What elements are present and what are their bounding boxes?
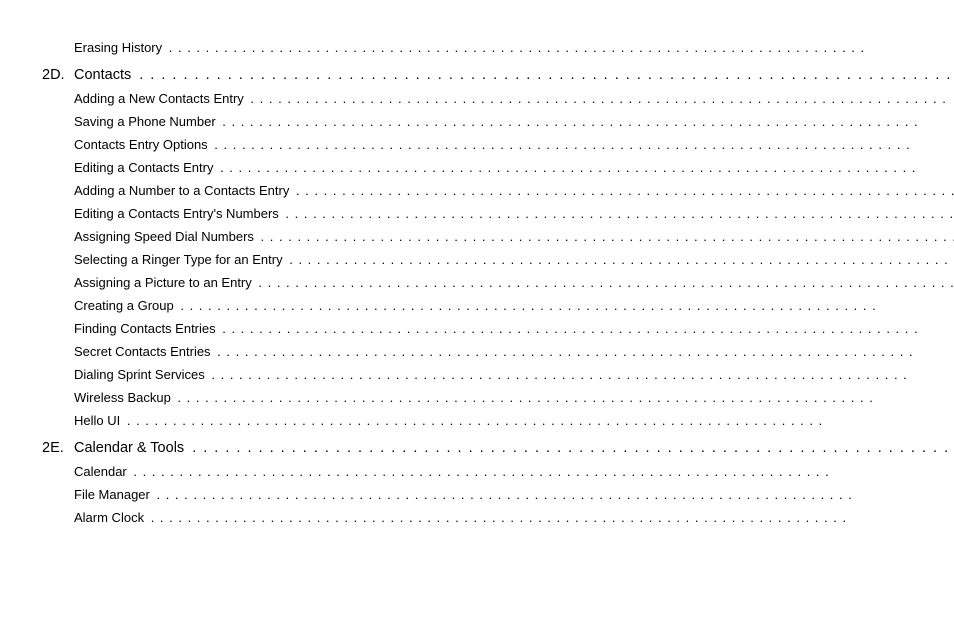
leader-dots <box>217 344 954 359</box>
leader-dots <box>177 390 954 405</box>
toc-label: Assigning a Picture to an Entry <box>74 275 255 290</box>
toc-label: Adding a Number to a Contacts Entry <box>74 183 293 198</box>
leader-dots <box>220 160 954 175</box>
toc-entry[interactable]: Finding Contacts Entries 58 <box>42 321 954 336</box>
leader-dots <box>296 183 954 198</box>
toc-entry[interactable]: Alarm Clock 68 <box>42 510 954 525</box>
toc-label: Wireless Backup <box>74 390 174 405</box>
leader-dots <box>169 40 954 55</box>
toc-entry[interactable]: Selecting a Ringer Type for an Entry 56 <box>42 252 954 267</box>
toc-entry[interactable]: Assigning a Picture to an Entry 57 <box>42 275 954 290</box>
toc-entry[interactable]: Hello UI 61 <box>42 413 954 428</box>
leader-dots <box>192 440 954 456</box>
toc-label: File Manager <box>74 487 153 502</box>
leader-dots <box>258 275 954 290</box>
section-label: Calendar & Tools <box>74 440 188 456</box>
toc-label: Editing a Contacts Entry's Numbers <box>74 206 282 221</box>
leader-dots <box>261 229 954 244</box>
section-label: Contacts <box>74 67 135 83</box>
toc-label: Finding Contacts Entries <box>74 321 219 336</box>
toc-columns: Erasing History 512D.Contacts 52Adding a… <box>42 40 912 596</box>
leader-dots <box>127 413 954 428</box>
toc-label: Alarm Clock <box>74 510 148 525</box>
toc-column-left: Erasing History 51 2D.Contacts 52 Adding a… <box>42 40 954 596</box>
toc-entry[interactable]: Assigning Speed Dial Numbers 55 <box>42 229 954 244</box>
toc-label: Assigning Speed Dial Numbers <box>74 229 258 244</box>
toc-label: Saving a Phone Number <box>74 114 219 129</box>
leader-dots <box>222 114 954 129</box>
toc-label: Secret Contacts Entries <box>74 344 214 359</box>
leader-dots <box>180 298 954 313</box>
toc-label: Creating a Group <box>74 298 177 313</box>
toc-entry[interactable]: File Manager 67 <box>42 487 954 502</box>
toc-label: Dialing Sprint Services <box>74 367 208 382</box>
toc-entry[interactable]: Editing a Contacts Entry 54 <box>42 160 954 175</box>
toc-entry[interactable]: Secret Contacts Entries 58 <box>42 344 954 359</box>
leader-dots <box>156 487 954 502</box>
section-prefix: 2E. <box>42 440 74 456</box>
toc-label: Calendar <box>74 464 130 479</box>
leader-dots <box>250 91 954 106</box>
toc-entry[interactable]: Contacts Entry Options 53 <box>42 137 954 152</box>
toc-label: Erasing History <box>74 40 166 55</box>
toc-entry[interactable]: Dialing Sprint Services 59 <box>42 367 954 382</box>
leader-dots <box>151 510 954 525</box>
toc-entry[interactable]: Calendar 64 <box>42 464 954 479</box>
toc-entry[interactable]: Creating a Group 57 <box>42 298 954 313</box>
leader-dots <box>211 367 954 382</box>
toc-entry[interactable]: Saving a Phone Number 53 <box>42 114 954 129</box>
leader-dots <box>133 464 954 479</box>
section-prefix: 2D. <box>42 67 74 83</box>
leader-dots <box>285 206 954 221</box>
toc-entry[interactable]: Adding a Number to a Contacts Entry 54 <box>42 183 954 198</box>
toc-entry[interactable]: Wireless Backup 60 <box>42 390 954 405</box>
toc-entry[interactable]: Editing a Contacts Entry's Numbers 55 <box>42 206 954 221</box>
toc-section[interactable]: 2D.Contacts 52 <box>42 67 954 83</box>
leader-dots <box>222 321 954 336</box>
toc-label: Selecting a Ringer Type for an Entry <box>74 252 286 267</box>
toc-entry[interactable]: Adding a New Contacts Entry 52 <box>42 91 954 106</box>
leader-dots <box>139 67 954 83</box>
toc-label: Adding a New Contacts Entry <box>74 91 247 106</box>
toc-label: Editing a Contacts Entry <box>74 160 217 175</box>
leader-dots <box>214 137 954 152</box>
toc-section[interactable]: 2E.Calendar & Tools 64 <box>42 440 954 456</box>
toc-label: Hello UI <box>74 413 124 428</box>
toc-entry[interactable]: Erasing History 51 <box>42 40 954 55</box>
toc-label: Contacts Entry Options <box>74 137 211 152</box>
leader-dots <box>289 252 954 267</box>
